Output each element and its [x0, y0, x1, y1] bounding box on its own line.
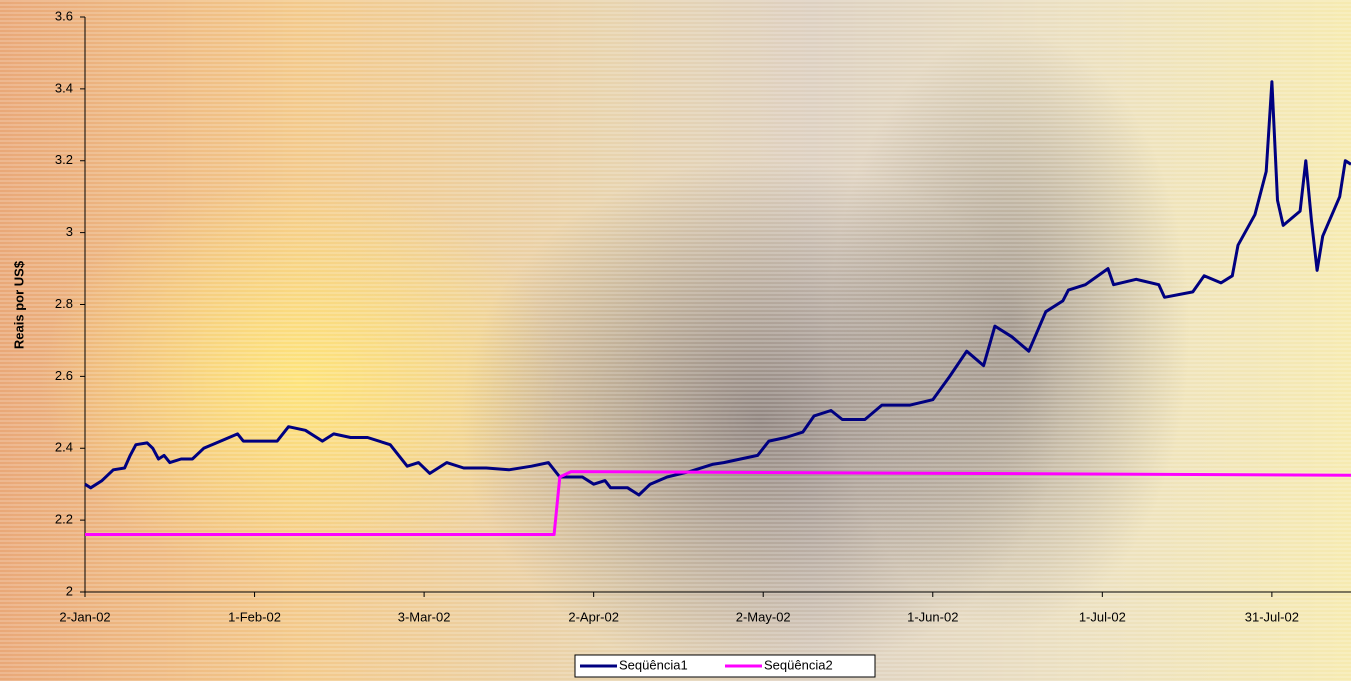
- x-tick-label: 2-Apr-02: [568, 609, 619, 624]
- legend-label: Seqüência2: [764, 657, 833, 672]
- y-tick-label: 2: [66, 583, 73, 598]
- series-line: [85, 470, 1351, 536]
- y-tick-label: 3: [66, 224, 73, 239]
- legend-label: Seqüência1: [619, 657, 688, 672]
- y-axis-label: Reais por US$: [11, 260, 26, 349]
- y-tick-label: 3.2: [55, 152, 73, 167]
- x-tick-label: 3-Mar-02: [398, 609, 451, 624]
- y-tick-label: 3.4: [55, 80, 73, 95]
- y-tick-label: 2.4: [55, 440, 73, 455]
- y-tick-label: 2.8: [55, 296, 73, 311]
- y-tick-label: 2.2: [55, 512, 73, 527]
- x-tick-label: 1-Jun-02: [907, 609, 958, 624]
- series-line: [84, 80, 1351, 497]
- y-tick-label: 3.6: [55, 8, 73, 23]
- x-tick-label: 2-Jan-02: [59, 609, 110, 624]
- x-tick-label: 1-Jul-02: [1079, 609, 1126, 624]
- x-tick-label: 1-Feb-02: [228, 609, 281, 624]
- y-tick-label: 2.6: [55, 368, 73, 383]
- x-tick-label: 31-Jul-02: [1245, 609, 1299, 624]
- x-tick-label: 2-May-02: [736, 609, 791, 624]
